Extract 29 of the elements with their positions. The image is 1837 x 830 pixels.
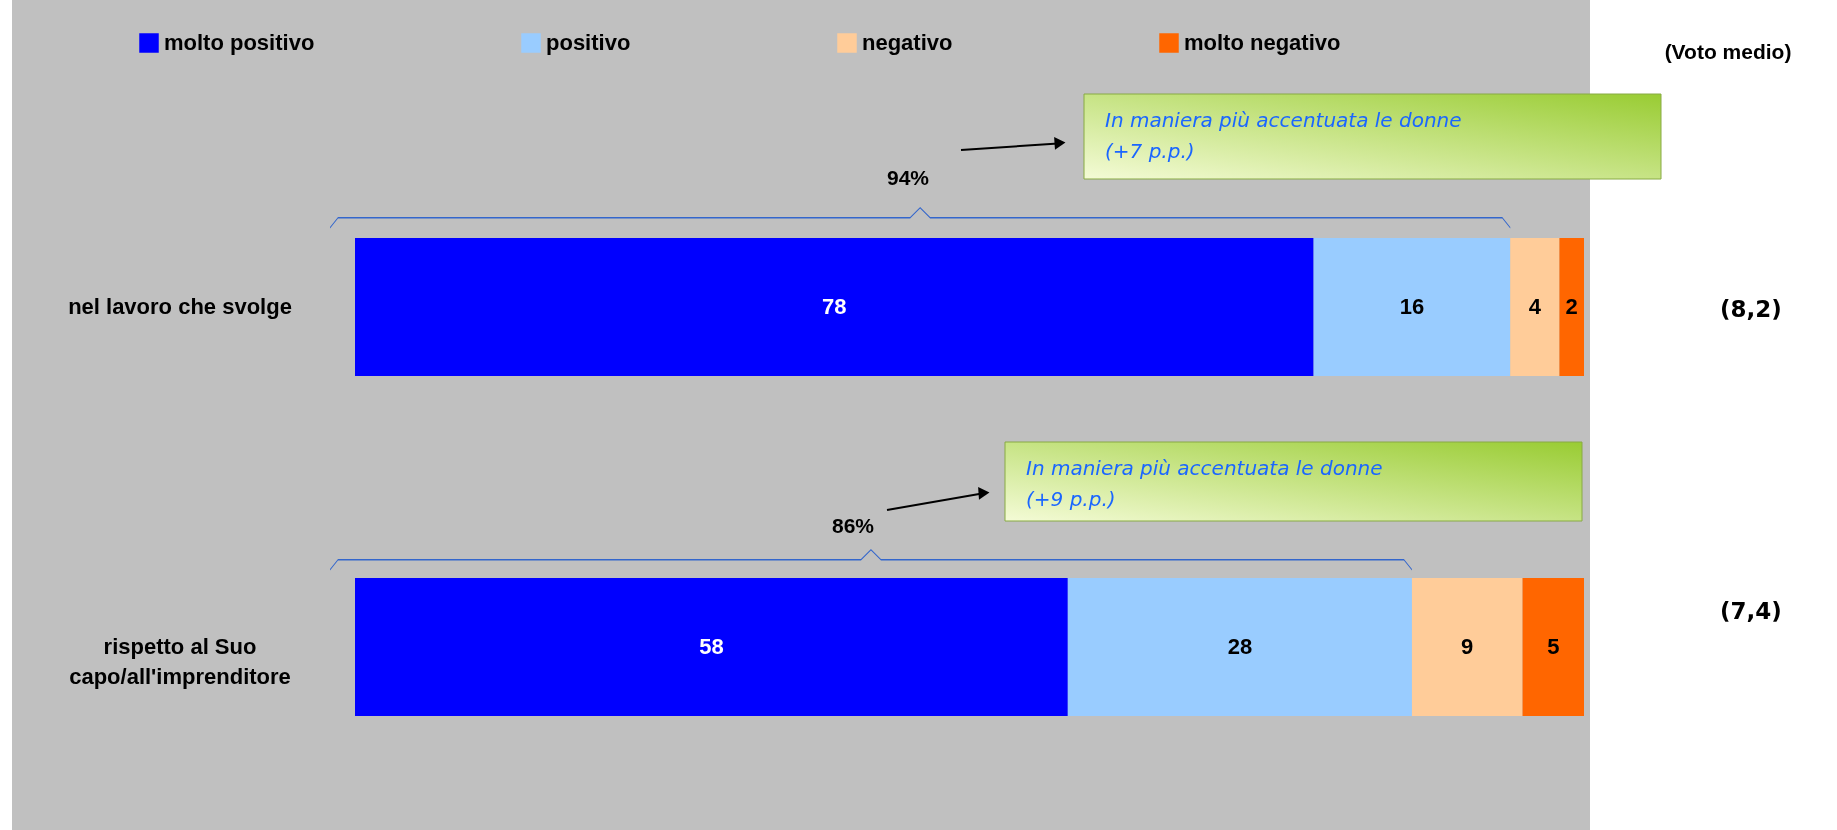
bar [1510,238,1560,376]
bar [1559,238,1584,376]
annotation: In maniera più accentuata le donne (+9 p.p.) [1026,456,1383,511]
data-label: 9 [1461,634,1474,659]
bar [1313,238,1511,376]
y-tick-label: nel lavoro che svolge [68,294,292,319]
bar [355,578,1068,716]
annotation: 86% [831,514,875,537]
annotation: In maniera più accentuata le donne (+7 p.p.) [1105,108,1462,163]
bar [355,238,1314,376]
data-label: 78 [822,294,847,319]
data-label: 58 [699,634,724,659]
text: (7,4) [1720,598,1782,624]
bar [1067,578,1412,716]
y-tick-label: rispetto al Suo capo/all'imprenditore [69,634,291,689]
text: (8,2) [1720,296,1782,322]
text: (Voto medio) [1664,40,1792,63]
data-label: 2 [1565,294,1578,319]
data-label: 4 [1528,294,1542,319]
data-label: 28 [1227,634,1253,659]
legend-label: positivo [546,30,631,55]
data-label: 5 [1547,634,1560,659]
bar [1411,578,1523,716]
legend-label: negativo [862,30,953,55]
data-label: 16 [1399,294,1425,319]
annotation: 94% [886,166,930,189]
bar [1522,578,1584,716]
legend-label: molto negativo [1184,30,1341,55]
legend-label: molto positivo [164,30,315,55]
